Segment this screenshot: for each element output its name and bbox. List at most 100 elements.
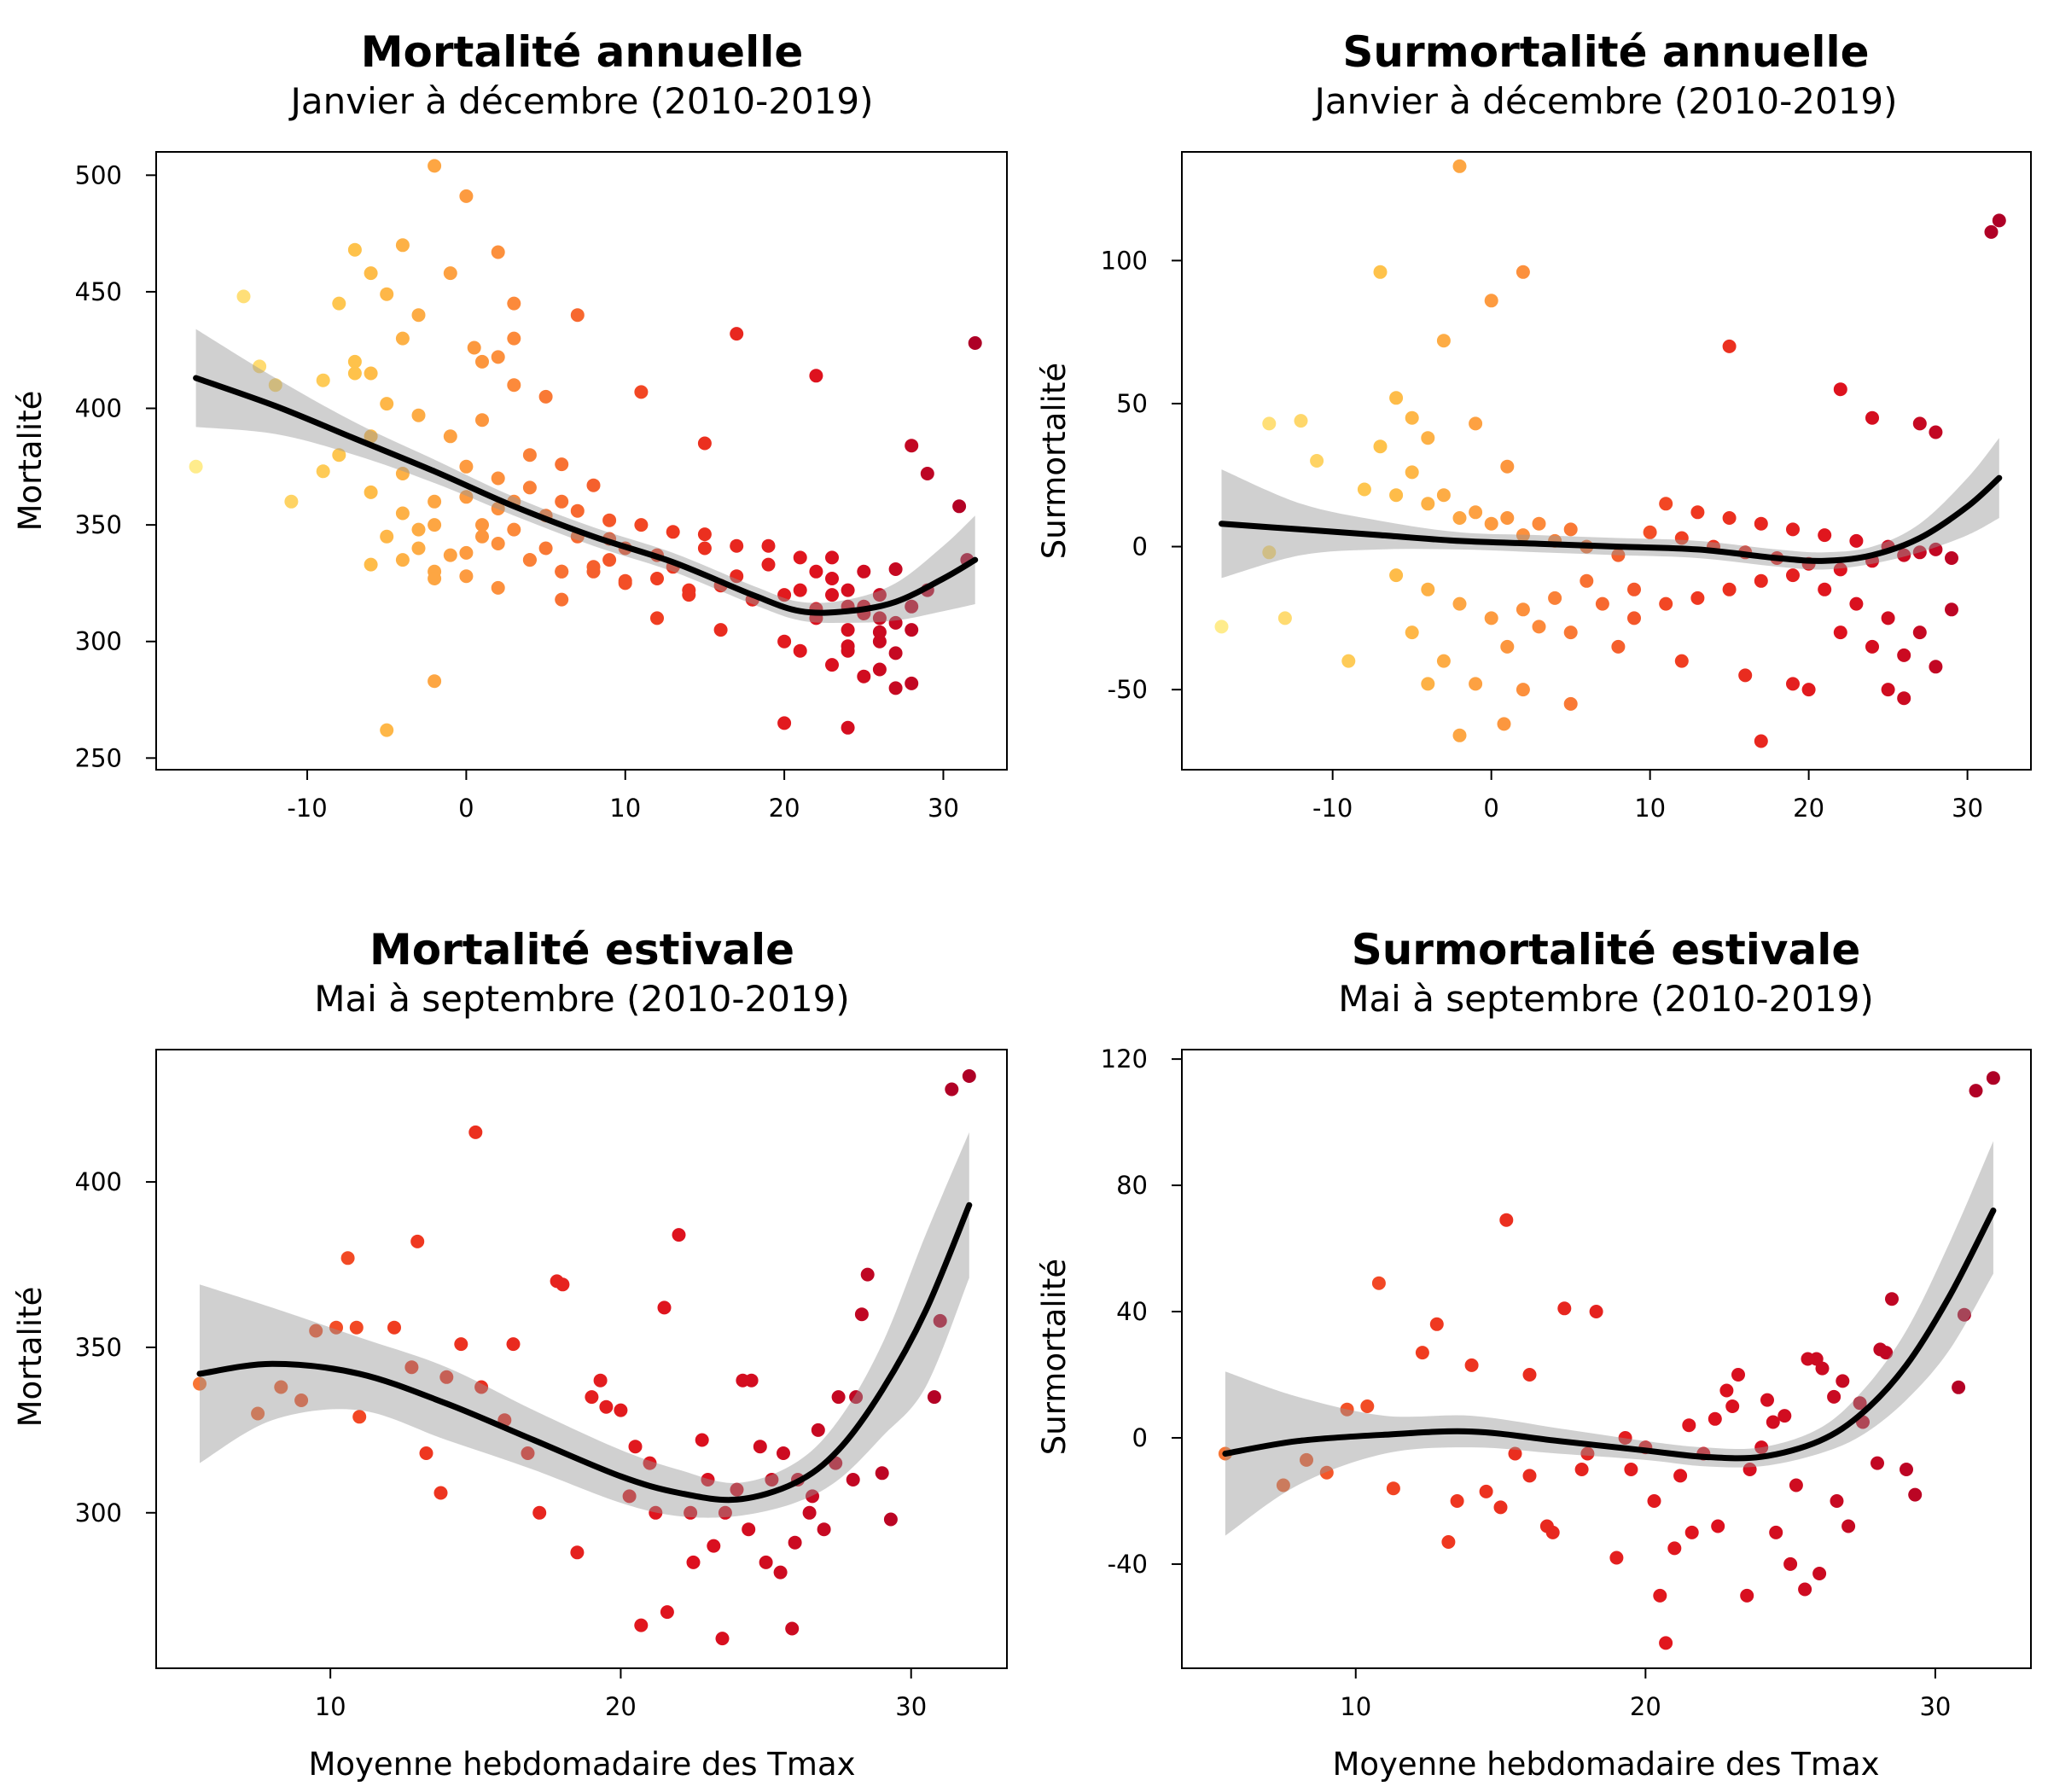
data-point <box>555 592 569 607</box>
data-point <box>329 1320 343 1335</box>
data-point <box>443 548 457 562</box>
data-point <box>251 1406 265 1421</box>
data-point <box>347 242 362 257</box>
data-point <box>634 518 649 532</box>
data-point <box>1812 1567 1827 1580</box>
data-point <box>364 429 378 444</box>
data-point <box>1421 497 1435 511</box>
panel-surmortalite-annuelle: Surmortalité annuelle Janvier à décembre… <box>1036 27 2032 823</box>
data-point <box>1647 1494 1661 1508</box>
data-point <box>380 397 394 411</box>
data-point <box>905 439 919 453</box>
data-point <box>522 448 537 463</box>
data-point <box>1743 1463 1757 1476</box>
panel-mortalite-estivale: Mortalité estivale Mai à septembre (2010… <box>12 925 1008 1783</box>
data-point <box>1360 1399 1375 1413</box>
data-point <box>602 553 617 567</box>
data-point <box>428 518 442 532</box>
data-point <box>1373 439 1388 454</box>
data-point <box>809 369 823 383</box>
data-point <box>593 1373 608 1388</box>
plot-frame <box>155 1049 1008 1669</box>
data-point <box>1786 568 1800 583</box>
trend-line <box>193 375 979 616</box>
x-tick-label: 20 <box>1793 794 1824 823</box>
chart-title: Mortalité annuelle <box>361 27 804 77</box>
data-point <box>395 506 410 521</box>
data-point <box>1885 1292 1899 1306</box>
data-point <box>419 1446 433 1460</box>
data-point <box>380 287 394 301</box>
data-point <box>491 580 505 595</box>
y-tick-label: 100 <box>1101 246 1148 275</box>
data-point <box>765 1473 779 1487</box>
data-point <box>841 623 855 637</box>
data-point <box>428 494 442 509</box>
data-point <box>1609 1551 1624 1565</box>
chart-subtitle: Mai à septembre (2010-2019) <box>314 978 850 1020</box>
y-tick-label: -40 <box>1108 1550 1148 1579</box>
data-point <box>570 1545 585 1560</box>
data-point <box>1500 511 1515 525</box>
data-point <box>1415 1346 1429 1360</box>
data-point <box>556 1277 570 1292</box>
data-point <box>428 674 442 689</box>
data-point <box>1500 639 1515 654</box>
data-point <box>491 537 505 550</box>
data-point <box>459 189 474 203</box>
y-tick-label: 450 <box>75 277 122 306</box>
scatter-points <box>189 159 982 737</box>
data-point <box>1659 596 1673 611</box>
data-point <box>1992 213 2006 228</box>
data-point <box>602 513 617 527</box>
data-point <box>1849 533 1864 548</box>
data-point <box>1769 1525 1783 1539</box>
data-point <box>736 1373 750 1388</box>
data-point <box>1557 1301 1572 1316</box>
chart-title: Surmortalité annuelle <box>1342 27 1869 77</box>
data-point <box>395 238 410 253</box>
data-point <box>599 1399 614 1414</box>
data-point <box>1682 1418 1696 1433</box>
y-tick-label: 0 <box>1132 532 1148 561</box>
data-point <box>1929 542 1943 556</box>
data-point <box>1754 516 1768 531</box>
data-point <box>730 1482 744 1497</box>
x-tick-label: 30 <box>1952 794 1983 823</box>
data-point <box>1548 591 1562 605</box>
data-point <box>1690 505 1705 520</box>
data-point <box>650 611 664 625</box>
data-point <box>1341 654 1356 668</box>
data-point <box>1945 602 1958 617</box>
data-point <box>1627 611 1641 625</box>
data-point <box>332 296 346 311</box>
data-point <box>1738 668 1753 683</box>
data-point <box>672 1228 686 1242</box>
data-point <box>1952 1380 1966 1394</box>
data-point <box>1618 1431 1632 1445</box>
data-point <box>1563 625 1578 640</box>
data-point <box>872 662 887 677</box>
data-point <box>410 1234 425 1248</box>
y-tick-label: 300 <box>75 627 122 656</box>
data-point <box>1389 391 1404 405</box>
chart-subtitle: Janvier à décembre (2010-2019) <box>1312 80 1897 122</box>
data-point <box>1386 1481 1400 1496</box>
data-point <box>570 308 585 323</box>
data-point <box>1674 531 1689 545</box>
data-point <box>1789 1478 1803 1492</box>
data-point <box>1405 625 1419 640</box>
plot-frame <box>1181 151 2032 771</box>
data-point <box>380 723 394 737</box>
data-point <box>1841 1519 1856 1533</box>
data-point <box>666 525 680 539</box>
data-point <box>1405 465 1419 480</box>
y-tick-label: 500 <box>75 160 122 189</box>
scatter-points <box>1218 1071 2000 1650</box>
data-point <box>715 1632 730 1646</box>
data-point <box>1421 677 1435 691</box>
data-point <box>825 550 839 565</box>
data-point <box>1766 1415 1780 1429</box>
data-point <box>945 1082 959 1097</box>
data-point <box>364 366 378 381</box>
